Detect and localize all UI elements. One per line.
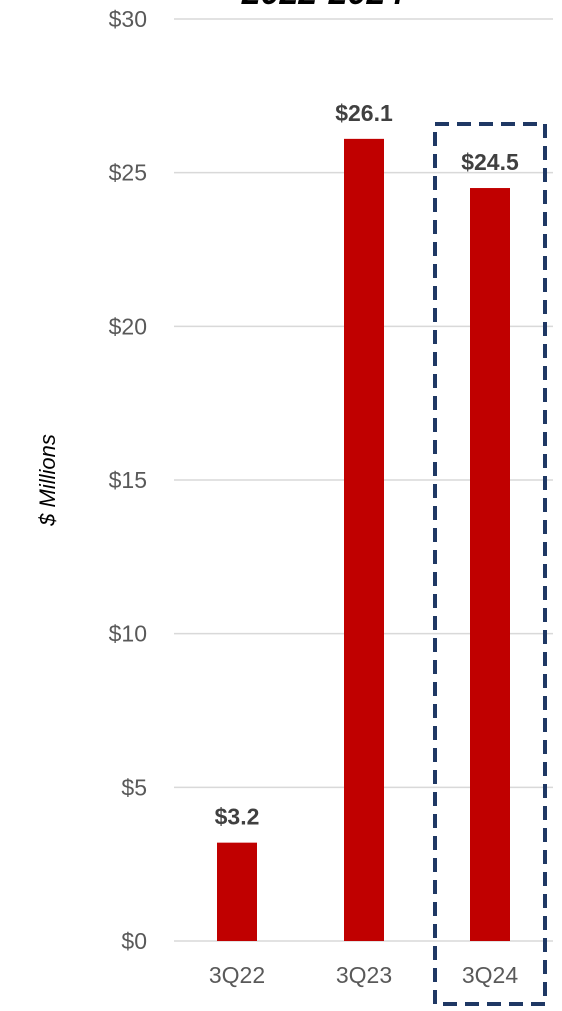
- data-label-3q22: $3.2: [215, 804, 260, 830]
- y-tick-label: $25: [109, 160, 147, 186]
- data-labels: $3.2 $26.1 $24.5: [215, 100, 519, 830]
- data-label-3q24: $24.5: [461, 149, 519, 175]
- y-tick-label: $0: [121, 928, 147, 954]
- x-category-label-3q22: 3Q22: [209, 962, 265, 988]
- bars: [217, 138, 510, 942]
- bar-3q22: [217, 842, 257, 941]
- x-category-label-3q24: 3Q24: [462, 962, 518, 988]
- x-category-label-3q23: 3Q23: [336, 962, 392, 988]
- y-tick-label: $10: [109, 621, 147, 647]
- x-axis-categories: 3Q22 3Q23 3Q24: [209, 962, 518, 988]
- bar-3q24: [470, 188, 510, 942]
- chart-title: 2022-2024: [241, 0, 405, 12]
- y-axis-label: $ Millions: [35, 434, 60, 527]
- y-tick-label: $15: [109, 467, 147, 493]
- y-axis-ticks: $0 $5 $10 $15 $20 $25 $30: [109, 6, 147, 954]
- y-tick-label: $5: [121, 774, 147, 800]
- bar-3q23: [344, 138, 384, 942]
- y-tick-label: $20: [109, 313, 147, 339]
- y-tick-label: $30: [109, 6, 147, 32]
- data-label-3q23: $26.1: [335, 100, 393, 126]
- highlight-box-3q24: [433, 122, 547, 1006]
